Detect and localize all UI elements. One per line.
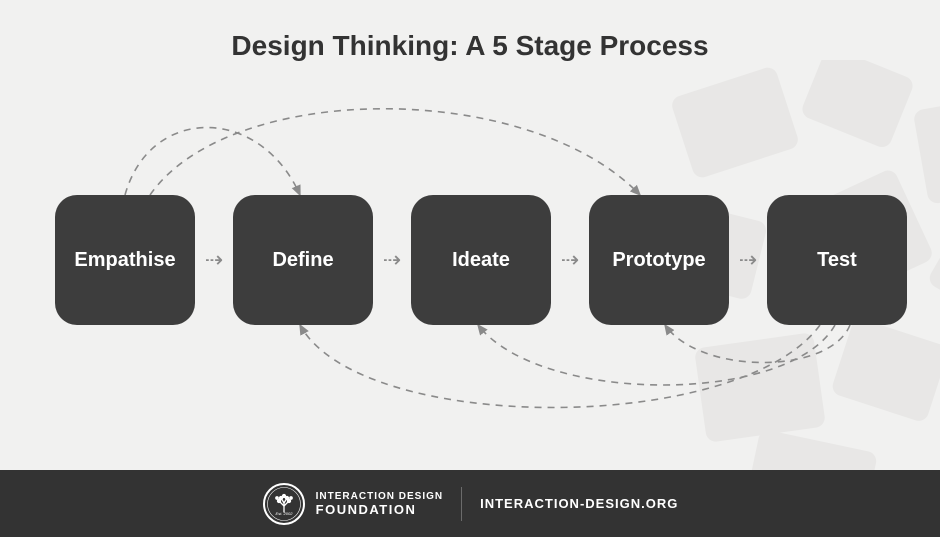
- arrow-straight-2: ⇢: [373, 248, 411, 272]
- stage-node-test: Test: [767, 195, 907, 325]
- footer-brand: Est. 2002 INTERACTION DESIGN FOUNDATION: [262, 482, 443, 526]
- footer-bar: Est. 2002 INTERACTION DESIGN FOUNDATION …: [0, 470, 940, 537]
- arrow-curve-empathise-prototype: [150, 109, 640, 195]
- page-title: Design Thinking: A 5 Stage Process: [0, 30, 940, 62]
- stage-node-ideate: Ideate: [411, 195, 551, 325]
- stage-node-define: Define: [233, 195, 373, 325]
- stage-node-empathise: Empathise: [55, 195, 195, 325]
- brand-logo-icon: Est. 2002: [262, 482, 306, 526]
- stage-node-prototype: Prototype: [589, 195, 729, 325]
- brand-line-2: FOUNDATION: [316, 502, 443, 517]
- arrow-curve-test-prototype: [665, 325, 850, 363]
- arrow-curve-test-define: [300, 325, 820, 408]
- arrow-curve-test-ideate: [478, 325, 835, 385]
- diagram-canvas: Design Thinking: A 5 Stage Process Empat…: [0, 0, 940, 470]
- brand-line-1: INTERACTION DESIGN: [316, 491, 443, 502]
- arrow-straight-1: ⇢: [195, 248, 233, 272]
- brand-text: INTERACTION DESIGN FOUNDATION: [316, 491, 443, 517]
- footer-url: INTERACTION-DESIGN.ORG: [480, 496, 678, 511]
- arrow-curve-empathise-define: [125, 128, 300, 196]
- footer-separator: [461, 487, 462, 521]
- arrow-straight-3: ⇢: [551, 248, 589, 272]
- svg-text:Est. 2002: Est. 2002: [275, 511, 293, 516]
- arrow-straight-4: ⇢: [729, 248, 767, 272]
